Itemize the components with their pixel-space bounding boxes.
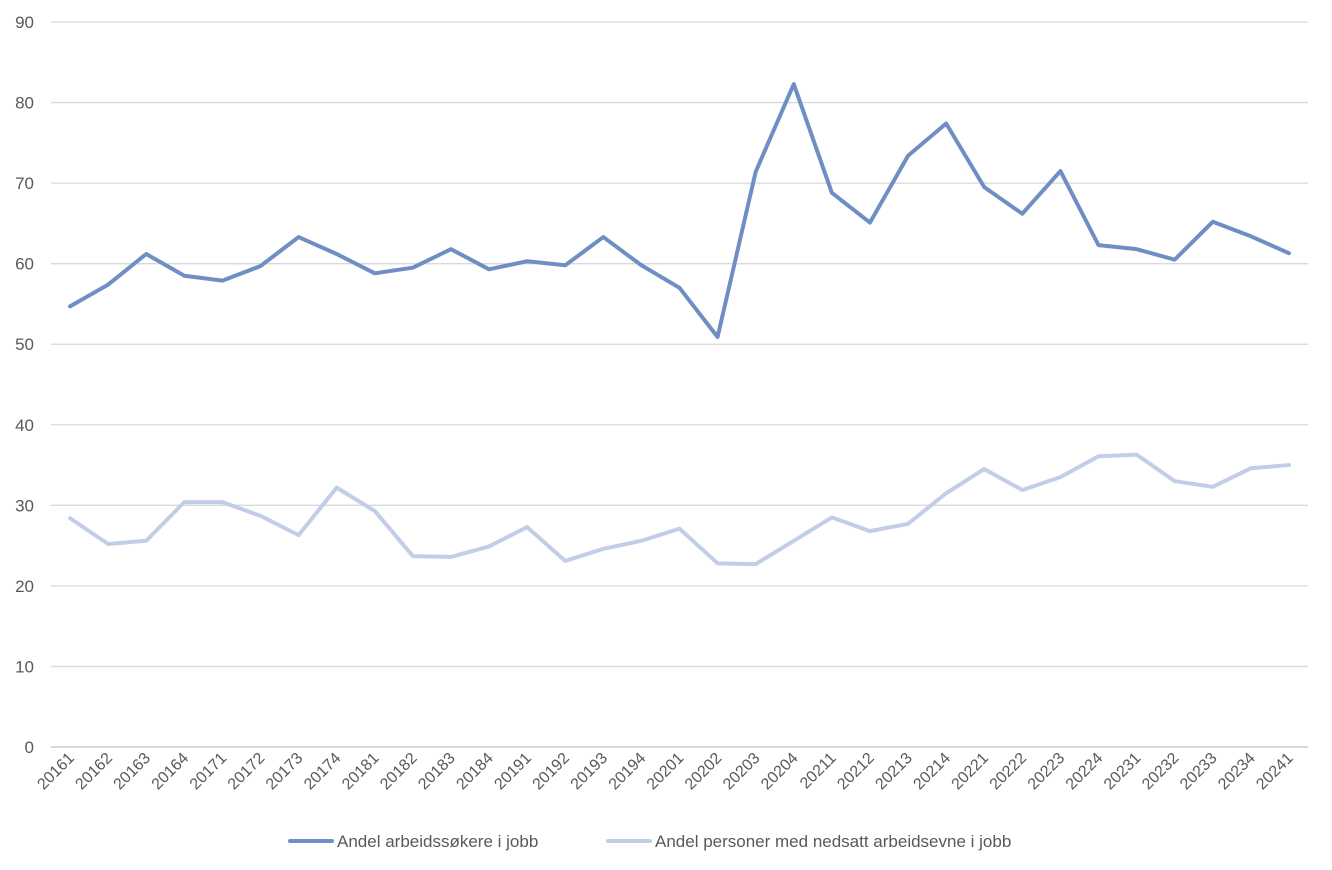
x-tick-label: 20172 [225,750,269,794]
x-tick-label: 20233 [1177,750,1221,794]
y-tick-label: 50 [15,335,34,354]
x-tick-label: 20181 [339,750,383,794]
x-tick-label: 20194 [606,750,650,794]
y-tick-label: 40 [15,416,34,435]
series-line-0 [68,82,1291,339]
legend-label-1: Andel personer med nedsatt arbeidsevne i… [655,832,1011,851]
x-tick-label: 20184 [453,750,497,794]
x-tick-label: 20232 [1139,750,1183,794]
y-tick-label: 30 [15,496,34,515]
x-tick-label: 20213 [872,750,916,794]
x-tick-label: 20222 [987,750,1031,794]
x-tick-label: 20224 [1063,750,1107,794]
x-tick-label: 20192 [530,750,574,794]
x-tick-label: 20193 [568,750,612,794]
x-tick-label: 20231 [1101,750,1145,794]
y-tick-label: 70 [15,174,34,193]
x-tick-label: 20241 [1253,750,1297,794]
x-axis-ticks: 2016120162201632016420171201722017320174… [34,750,1296,794]
legend: Andel arbeidssøkere i jobb Andel personer… [288,832,1011,851]
x-tick-label: 20164 [149,750,193,794]
x-tick-label: 20171 [187,750,231,794]
x-tick-label: 20174 [301,750,345,794]
legend-label-0: Andel arbeidssøkere i jobb [337,832,538,851]
x-tick-label: 20214 [910,750,954,794]
x-tick-label: 20173 [263,750,307,794]
y-tick-label: 60 [15,255,34,274]
x-tick-label: 20211 [797,750,840,793]
x-tick-label: 20161 [34,750,78,794]
x-tick-label: 20163 [111,750,155,794]
x-tick-label: 20203 [720,750,764,794]
x-tick-label: 20201 [644,750,688,794]
y-tick-label: 80 [15,94,34,113]
x-tick-label: 20182 [377,750,421,794]
y-tick-label: 0 [25,738,34,757]
x-tick-label: 20234 [1215,750,1259,794]
x-tick-label: 20162 [72,750,116,794]
x-tick-label: 20212 [834,750,878,794]
x-tick-label: 20221 [949,750,993,794]
grid-lines [51,21,1308,748]
x-tick-label: 20191 [491,750,535,794]
x-tick-label: 20223 [1025,750,1069,794]
x-tick-label: 20202 [682,750,726,794]
y-axis-ticks: 0 10 20 30 40 50 60 70 80 90 [15,13,34,757]
x-tick-label: 20204 [758,750,802,794]
y-tick-label: 20 [15,577,34,596]
series-lines [68,82,1291,567]
y-tick-label: 90 [15,13,34,32]
series-line-1 [68,452,1291,567]
y-tick-label: 10 [15,657,34,676]
x-tick-label: 20183 [415,750,459,794]
